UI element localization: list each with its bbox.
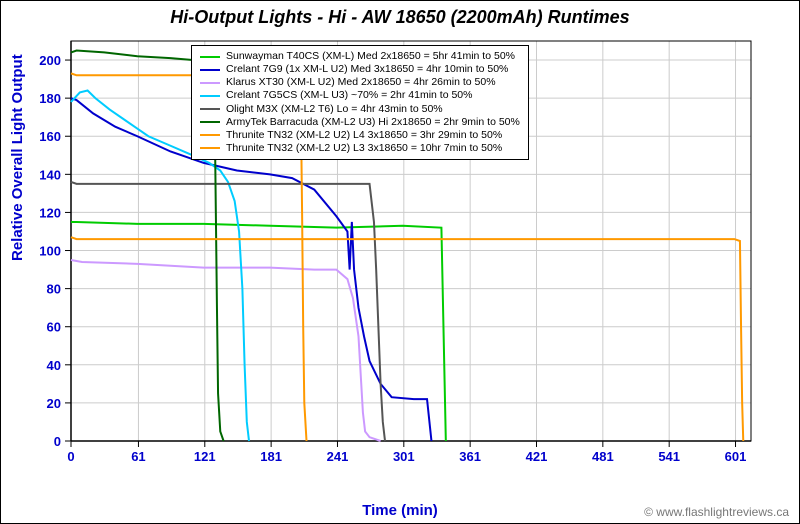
legend-swatch [200,95,220,97]
legend-label: Crelant 7G5CS (XM-L U3) ~70% = 2hr 41min… [226,89,472,102]
attribution-text: © www.flashlightreviews.ca [644,505,789,519]
svg-text:541: 541 [658,449,680,464]
chart-title: Hi-Output Lights - Hi - AW 18650 (2200mA… [1,7,799,28]
series-line [71,222,446,441]
svg-text:80: 80 [47,282,61,297]
svg-text:361: 361 [459,449,481,464]
legend-label: Thrunite TN32 (XM-L2 U2) L4 3x18650 = 3h… [226,129,502,142]
legend-label: Olight M3X (XM-L2 T6) Lo = 4hr 43min to … [226,103,443,116]
svg-text:180: 180 [39,91,61,106]
legend-swatch [200,69,220,71]
svg-text:60: 60 [47,320,61,335]
legend-item: Thrunite TN32 (XM-L2 U2) L4 3x18650 = 3h… [200,129,520,142]
svg-text:0: 0 [54,434,61,449]
series-line [71,237,743,441]
legend-swatch [200,121,220,123]
legend-item: Olight M3X (XM-L2 T6) Lo = 4hr 43min to … [200,103,520,116]
legend-label: Crelant 7G9 (1x XM-L U2) Med 3x18650 = 4… [226,63,508,76]
legend-item: Sunwayman T40CS (XM-L) Med 2x18650 = 5hr… [200,50,520,63]
legend-item: Klarus XT30 (XM-L U2) Med 2x18650 = 4hr … [200,76,520,89]
svg-text:121: 121 [194,449,216,464]
chart-container: Hi-Output Lights - Hi - AW 18650 (2200mA… [0,0,800,524]
legend-swatch [200,108,220,110]
svg-text:421: 421 [526,449,548,464]
svg-text:0: 0 [67,449,74,464]
legend-label: Klarus XT30 (XM-L U2) Med 2x18650 = 4hr … [226,76,496,89]
svg-text:40: 40 [47,358,61,373]
svg-text:481: 481 [592,449,614,464]
legend-swatch [200,147,220,149]
svg-text:241: 241 [327,449,349,464]
legend-item: Crelant 7G9 (1x XM-L U2) Med 3x18650 = 4… [200,63,520,76]
legend-item: Thrunite TN32 (XM-L2 U2) L3 3x18650 = 10… [200,142,520,155]
svg-text:160: 160 [39,129,61,144]
legend-label: Thrunite TN32 (XM-L2 U2) L3 3x18650 = 10… [226,142,502,155]
svg-text:200: 200 [39,53,61,68]
legend: Sunwayman T40CS (XM-L) Med 2x18650 = 5hr… [191,45,529,160]
legend-item: Crelant 7G5CS (XM-L U3) ~70% = 2hr 41min… [200,89,520,102]
legend-item: ArmyTek Barracuda (XM-L2 U3) Hi 2x18650 … [200,116,520,129]
svg-text:120: 120 [39,205,61,220]
legend-swatch [200,82,220,84]
svg-text:140: 140 [39,167,61,182]
y-axis-label: Relative Overall Light Output [9,54,26,261]
svg-text:601: 601 [725,449,747,464]
svg-text:61: 61 [131,449,145,464]
legend-swatch [200,134,220,136]
legend-label: ArmyTek Barracuda (XM-L2 U3) Hi 2x18650 … [226,116,520,129]
legend-label: Sunwayman T40CS (XM-L) Med 2x18650 = 5hr… [226,50,515,63]
series-line [71,260,381,441]
svg-text:301: 301 [393,449,415,464]
legend-swatch [200,56,220,58]
svg-text:100: 100 [39,244,61,259]
svg-text:20: 20 [47,396,61,411]
svg-text:181: 181 [260,449,282,464]
